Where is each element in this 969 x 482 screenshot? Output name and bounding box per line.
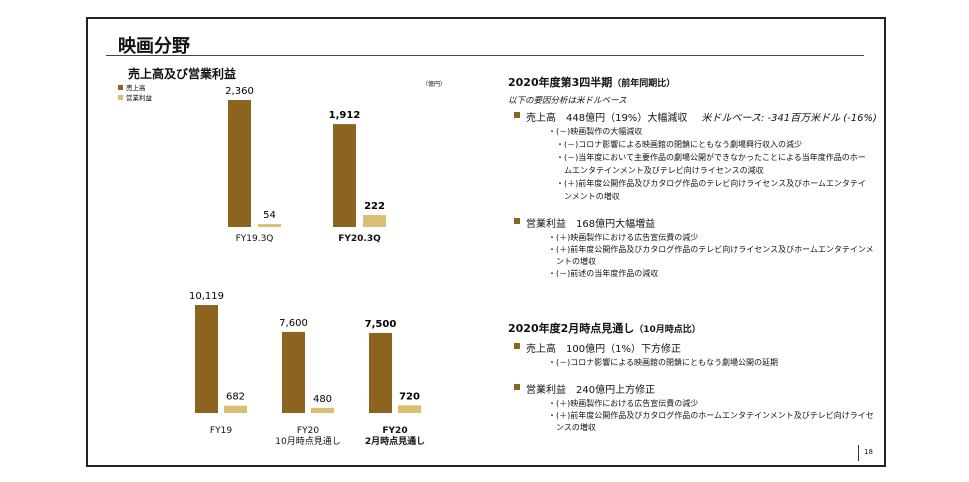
legend-swatch <box>118 95 123 100</box>
sub-sub-item: ・(＋)前年度公開作品及びカタログ作品のテレビ向けライセンス及びホームエンタテイ… <box>556 179 866 201</box>
sub-item: ・(－)コロナ影響による映画館の閉鎖にともなう劇場公開の延期 <box>548 358 778 367</box>
item: 営業利益 240億円上方修正・(＋)映画製作における広告宣伝費の減少・(＋)前年… <box>508 381 878 434</box>
value-label: 682 <box>226 392 245 403</box>
legend-label: 売上高 <box>126 83 146 92</box>
value-label: 7,600 <box>279 318 308 329</box>
value-label: 1,912 <box>329 110 361 121</box>
heading-text: 2020年度第3四半期 <box>508 76 613 89</box>
slide-title: 映画分野 <box>118 36 190 57</box>
item-text: 売上高 448億円（19%）大幅減収 <box>526 113 688 124</box>
bar <box>224 405 247 413</box>
section: 2020年度第3四半期（前年同期比） 以下の要因分析は米ドルベース売上高 448億… <box>508 74 878 292</box>
value-label: 10,119 <box>189 291 224 302</box>
value-label: 2,360 <box>225 86 254 97</box>
sub-item: ・(－)前述の当年度作品の減収 <box>548 269 659 278</box>
bar <box>369 332 392 413</box>
sub-item: ・(＋)前年度公開作品及びカタログ作品のホームエンタテインメント及びテレビ向けラ… <box>548 411 874 432</box>
bar <box>282 331 305 413</box>
legend-label: 営業利益 <box>126 93 153 102</box>
bar <box>195 305 218 413</box>
heading-text: 2020年度2月時点見通し <box>508 322 635 335</box>
sub-item: ・(＋)映画製作における広告宣伝費の減少 <box>548 399 699 408</box>
bar <box>333 124 356 227</box>
sub-sub-item: ・(－)当年度において主要作品の劇場公開ができなかったことによる当年度作品のホー… <box>556 153 866 175</box>
section: 2020年度2月時点見通し（10月時点比） 売上高 100億円（1%）下方修正・(… <box>508 320 878 446</box>
bar <box>228 100 251 227</box>
category-label: FY20 10月時点見通し <box>275 426 341 447</box>
category-label: FY19.3Q <box>235 234 274 244</box>
item-text: 営業利益 168億円大幅増益 <box>526 219 656 230</box>
value-label: 720 <box>399 391 420 402</box>
value-label: 7,500 <box>365 319 397 330</box>
sub-sub-item: ・(－)コロナ影響による映画館の閉鎖にともなう劇場興行収入の減少 <box>556 140 802 149</box>
sub-item: ・(＋)前年度公開作品及びカタログ作品のテレビ向けライセンス及びホームエンタテイ… <box>548 245 874 266</box>
category-label: FY19 <box>209 426 233 436</box>
category-label: FY20.3Q <box>338 234 381 244</box>
item-extra: 米ドルベース: -341百万米ドル (-16%) <box>701 113 877 124</box>
chart-heading: 売上高及び営業利益 <box>128 67 237 81</box>
item-label: 売上高 448億円（19%）大幅減収 米ドルベース: -341百万米ドル (-16… <box>508 109 878 124</box>
page-number: 18 <box>864 448 873 456</box>
legend-swatch <box>118 85 123 90</box>
sub-item: ・(＋)映画製作における広告宣伝費の減少 <box>548 233 699 242</box>
bar <box>258 224 281 227</box>
heading-note: （10月時点比） <box>634 325 701 335</box>
sub-item: ・(－)映画製作の大幅減収 <box>548 127 643 136</box>
unit-label: （億円） <box>422 81 447 88</box>
item-label: 営業利益 168億円大幅増益 <box>508 215 878 230</box>
value-label: 54 <box>263 210 276 221</box>
value-label: 480 <box>313 394 332 405</box>
item-text: 営業利益 240億円上方修正 <box>526 385 656 396</box>
section-note: 以下の要因分析は米ドルベース <box>508 96 627 106</box>
item-label: 売上高 100億円（1%）下方修正 <box>508 340 878 355</box>
value-label: 222 <box>364 201 385 212</box>
item: 売上高 100億円（1%）下方修正・(－)コロナ影響による映画館の閉鎖にともなう… <box>508 340 878 369</box>
category-label: FY20 2月時点見通し <box>364 426 426 447</box>
slide-frame <box>86 17 886 467</box>
bar <box>398 405 421 413</box>
section-heading: 2020年度第3四半期（前年同期比） <box>508 74 878 90</box>
bar <box>363 215 386 227</box>
page-rule <box>858 445 859 461</box>
heading-note: （前年同期比） <box>612 79 676 89</box>
item-label: 営業利益 240億円上方修正 <box>508 381 878 396</box>
item-text: 売上高 100億円（1%）下方修正 <box>526 344 681 355</box>
item: 売上高 448億円（19%）大幅減収 米ドルベース: -341百万米ドル (-16… <box>508 109 878 203</box>
section-heading: 2020年度2月時点見通し（10月時点比） <box>508 320 878 336</box>
item: 営業利益 168億円大幅増益・(＋)映画製作における広告宣伝費の減少・(＋)前年… <box>508 215 878 280</box>
title-rule <box>106 55 864 56</box>
bar <box>311 407 334 413</box>
